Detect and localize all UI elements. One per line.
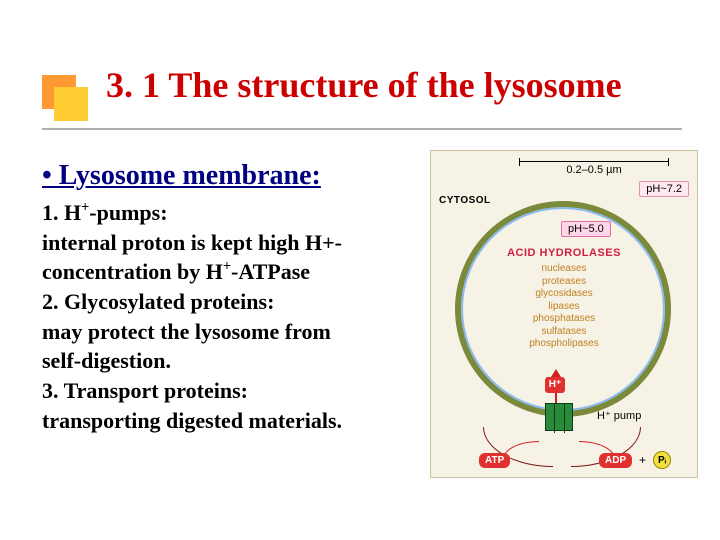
scale-bar: 0.2–0.5 µm [519, 161, 669, 176]
pump-icon [545, 403, 573, 431]
line-4: 2. Glycosylated proteins: [42, 287, 422, 317]
cytosol-label: CYTOSOL [439, 195, 491, 206]
title-underline [42, 128, 682, 130]
hydrolase-item: proteases [431, 276, 697, 289]
line-5: may protect the lysosome from [42, 317, 422, 347]
ph-outer-label: pH~7.2 [639, 181, 689, 197]
line-3b: -ATPase [231, 259, 310, 284]
adp-badge: ADP [599, 453, 632, 468]
line-2: internal proton is kept high H+- [42, 228, 422, 258]
body-text: 1. H + -pumps: internal proton is kept hig… [42, 198, 422, 436]
line-8: transporting digested materials. [42, 406, 422, 436]
hydrolase-item: sulfatases [431, 326, 697, 339]
hydrolases-list: nucleases proteases glycosidases lipases… [431, 263, 697, 351]
line-1a: 1. H [42, 200, 81, 225]
hydrolases-title: ACID HYDROLASES [431, 247, 697, 259]
hydrolase-item: phospholipases [431, 338, 697, 351]
line-1b: -pumps: [89, 200, 167, 225]
atp-badge: ATP [479, 453, 510, 468]
slide-title: 3. 1 The structure of the lysosome [106, 64, 622, 106]
subheading: • Lysosome membrane: [42, 160, 422, 192]
scale-label: 0.2–0.5 µm [519, 164, 669, 176]
title-decor-icon [42, 75, 88, 121]
hydrolase-item: lipases [431, 301, 697, 314]
plus-sign: + [639, 453, 646, 467]
line-7: 3. Transport proteins: [42, 376, 422, 406]
slide-title-area: 3. 1 The structure of the lysosome [0, 0, 720, 130]
hydrolase-item: phosphatases [431, 313, 697, 326]
hydrolase-item: glycosidases [431, 288, 697, 301]
h-plus-badge: H⁺ [545, 377, 565, 393]
pump-label: H⁺ pump [597, 409, 641, 422]
ph-inner-label: pH~5.0 [561, 221, 611, 237]
line-3-sup: + [223, 259, 231, 275]
body-content: • Lysosome membrane: 1. H + -pumps: intern… [42, 160, 422, 436]
line-6: self-digestion. [42, 346, 422, 376]
line-3a: concentration by H [42, 259, 223, 284]
pi-badge: Pᵢ [653, 451, 671, 469]
hydrolase-item: nucleases [431, 263, 697, 276]
lysosome-diagram: 0.2–0.5 µm CYTOSOL pH~7.2 pH~5.0 ACID HY… [430, 150, 698, 478]
